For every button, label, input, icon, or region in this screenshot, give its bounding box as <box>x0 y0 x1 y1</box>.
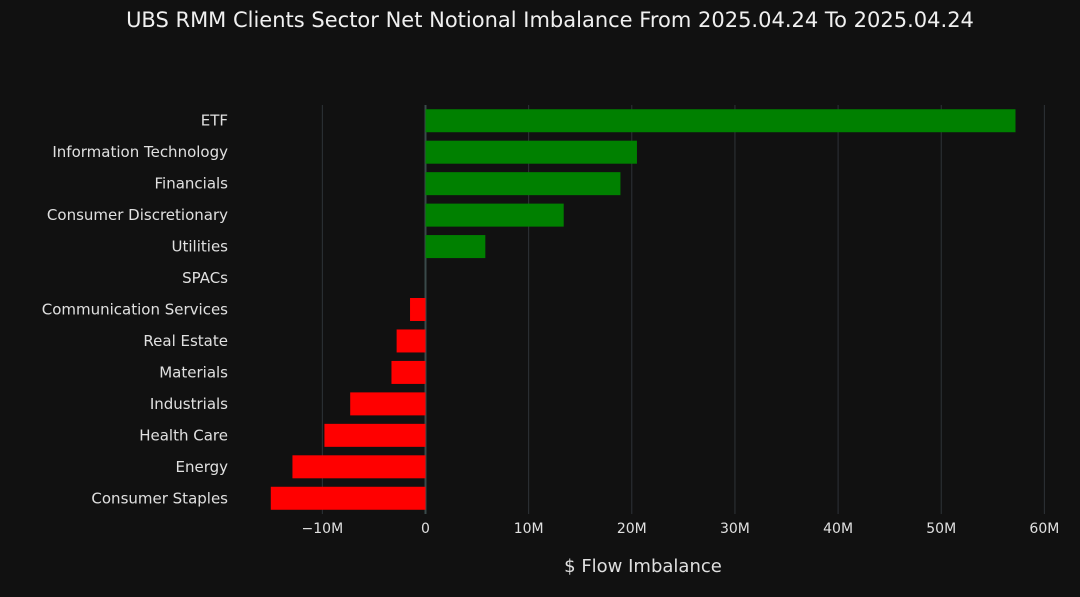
bar <box>292 455 426 479</box>
x-tick-label: 50M <box>926 521 956 537</box>
y-tick-label: Information Technology <box>52 143 228 161</box>
x-tick-label: 10M <box>514 521 544 537</box>
x-tick-label: 60M <box>1029 521 1059 537</box>
bar <box>425 172 621 196</box>
bar <box>425 235 486 259</box>
bar <box>396 329 426 353</box>
bar <box>324 423 426 447</box>
x-tick-label: 0 <box>421 521 430 537</box>
bar <box>391 360 426 384</box>
x-tick-label: 30M <box>720 521 750 537</box>
y-tick-label: ETF <box>201 112 228 130</box>
y-tick-label: Consumer Staples <box>91 489 228 507</box>
bar <box>410 298 426 321</box>
y-tick-label: SPACs <box>182 269 228 287</box>
bar <box>270 486 426 510</box>
y-tick-label: Utilities <box>172 238 229 256</box>
bar <box>350 392 426 416</box>
bar <box>425 109 1016 133</box>
y-tick-label: Energy <box>175 458 228 476</box>
x-axis-label: $ Flow Imbalance <box>564 556 722 577</box>
y-tick-label: Real Estate <box>143 332 228 350</box>
y-tick-label: Industrials <box>150 395 228 413</box>
chart-title: UBS RMM Clients Sector Net Notional Imba… <box>126 8 974 32</box>
y-tick-label: Consumer Discretionary <box>47 206 228 224</box>
y-tick-label: Materials <box>159 363 228 381</box>
bar <box>425 203 564 227</box>
y-tick-label: Financials <box>155 175 229 193</box>
x-tick-label: 40M <box>823 521 853 537</box>
y-tick-label: Health Care <box>139 426 228 444</box>
x-tick-label: 20M <box>617 521 647 537</box>
y-tick-label: Communication Services <box>42 301 228 319</box>
x-tick-label: −10M <box>302 521 344 537</box>
bar <box>425 140 637 164</box>
